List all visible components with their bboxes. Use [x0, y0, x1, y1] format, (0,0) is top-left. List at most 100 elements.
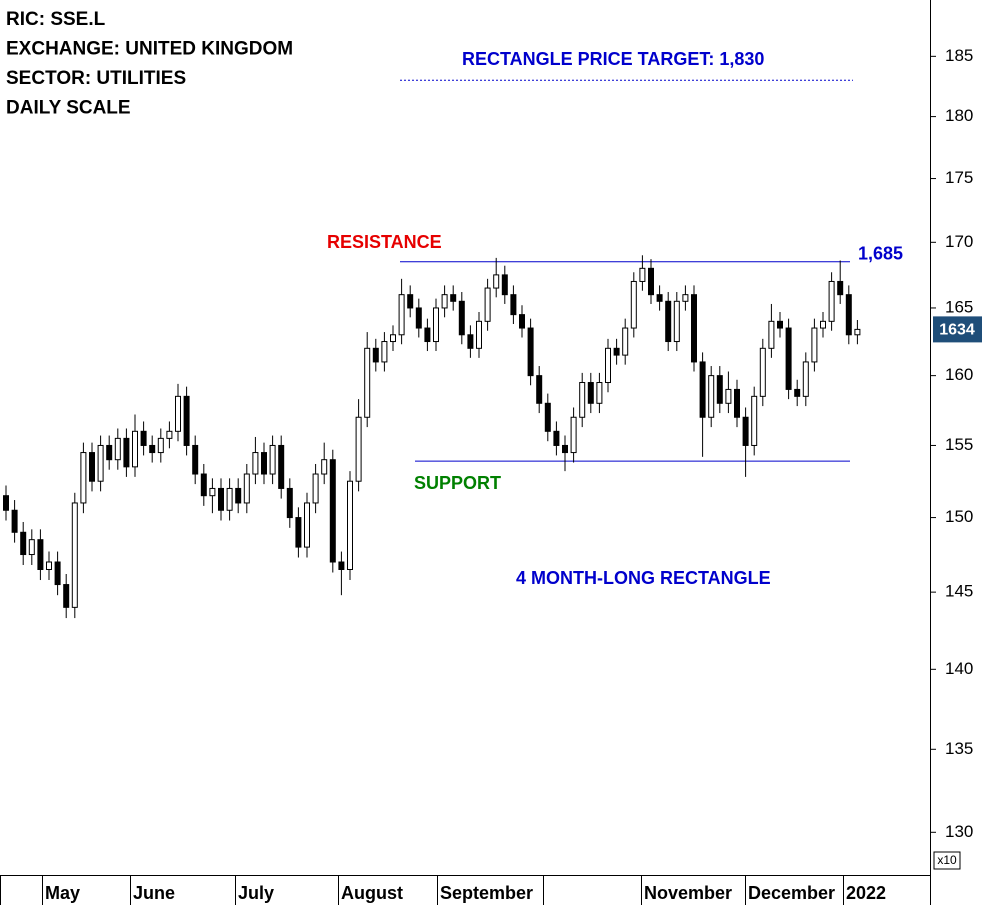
y-tick-label: 180 [945, 106, 973, 125]
title-line: EXCHANGE: UNITED KINGDOM [6, 39, 293, 60]
candle-body [467, 334, 474, 349]
candle-body [235, 487, 242, 504]
candle-body [390, 334, 396, 343]
x-tick-label: December [748, 883, 835, 903]
last-price-label: 1634 [939, 322, 975, 339]
candle-body [458, 300, 465, 336]
candle-body [802, 361, 809, 397]
candle-body [269, 444, 276, 475]
y-tick-label: 130 [945, 822, 973, 841]
candle-body [587, 382, 594, 404]
x-tick-label: May [45, 883, 80, 903]
candle-body [811, 327, 818, 363]
candle-body [785, 327, 792, 390]
candle-body [527, 327, 534, 377]
candle-body [46, 561, 52, 570]
candle-body [218, 487, 224, 511]
candle-body [3, 495, 9, 511]
candle-body [828, 280, 835, 322]
candle-body [854, 328, 861, 336]
candle-body [596, 382, 603, 404]
y-tick-label: 135 [945, 739, 973, 758]
candle-body [725, 388, 732, 404]
y-tick-label: 165 [945, 297, 973, 316]
candle-body [734, 388, 740, 418]
candle-body [536, 375, 543, 404]
title-line: RIC: SSE.L [6, 9, 106, 30]
candle-body [639, 267, 646, 282]
multiplier-label: x10 [937, 853, 957, 867]
candle-body [209, 487, 216, 497]
annotation: RESISTANCE [327, 232, 442, 252]
y-tick-label: 160 [945, 365, 973, 384]
candle-body [321, 459, 328, 475]
annotation: RECTANGLE PRICE TARGET: 1,830 [462, 49, 764, 69]
candle-body [106, 444, 113, 461]
candle-body [622, 327, 629, 356]
level-label: 1,685 [858, 244, 903, 264]
candle-body [794, 388, 801, 397]
x-tick-label: 2022 [846, 883, 886, 903]
candle-body [28, 539, 35, 556]
candle-body [54, 561, 61, 586]
y-tick-label: 140 [945, 659, 973, 678]
candle-body [329, 459, 336, 563]
candle-body [123, 437, 130, 468]
candle-body [484, 287, 491, 322]
x-tick-label: July [238, 883, 274, 903]
candle-body [243, 473, 250, 504]
candle-body [665, 300, 672, 343]
candle-body [501, 274, 508, 296]
title-line: DAILY SCALE [6, 98, 131, 119]
candle-body [381, 341, 388, 363]
candle-body [837, 280, 844, 296]
candle-body [699, 361, 706, 418]
x-tick-label: August [341, 883, 403, 903]
candle-body [777, 320, 783, 329]
x-tick-label: June [133, 883, 175, 903]
candle-body [89, 452, 95, 482]
candle-body [149, 444, 156, 454]
y-tick-label: 155 [945, 435, 973, 454]
candle-body [510, 294, 517, 316]
title-line: SECTOR: UTILITIES [6, 68, 186, 89]
candle-body [355, 416, 362, 482]
candle-body [304, 502, 310, 548]
candle-body [450, 294, 457, 302]
candle-body [553, 430, 560, 446]
candle-body [37, 539, 44, 570]
candle-body [751, 395, 758, 446]
candle-body [820, 320, 826, 329]
candle-body [579, 382, 586, 418]
candle-body [570, 416, 577, 454]
candle-body [278, 444, 285, 489]
candle-body [157, 437, 164, 454]
candle-body [433, 307, 439, 343]
candle-body [166, 430, 173, 439]
candle-body [252, 452, 259, 475]
multiplier-box [933, 851, 961, 870]
candle-body [132, 430, 138, 468]
candle-body [398, 294, 405, 336]
y-tick-label: 150 [945, 507, 973, 526]
candle-body [347, 480, 353, 570]
candle-body [372, 347, 379, 363]
candle-body [742, 416, 749, 446]
y-tick-label: 170 [945, 232, 973, 251]
candle-body [11, 509, 18, 533]
candle-body [226, 487, 233, 511]
annotation: SUPPORT [414, 473, 501, 493]
candle-body [682, 294, 689, 302]
candle-body [63, 584, 70, 608]
candle-body [20, 531, 27, 556]
candle-body [519, 314, 525, 329]
candle-body [183, 395, 190, 446]
candle-body [364, 347, 371, 418]
y-tick-label: 185 [945, 46, 973, 65]
candle-body [261, 452, 267, 475]
candle-body [656, 294, 663, 302]
candle-body [338, 561, 345, 570]
candle-body [648, 267, 654, 296]
